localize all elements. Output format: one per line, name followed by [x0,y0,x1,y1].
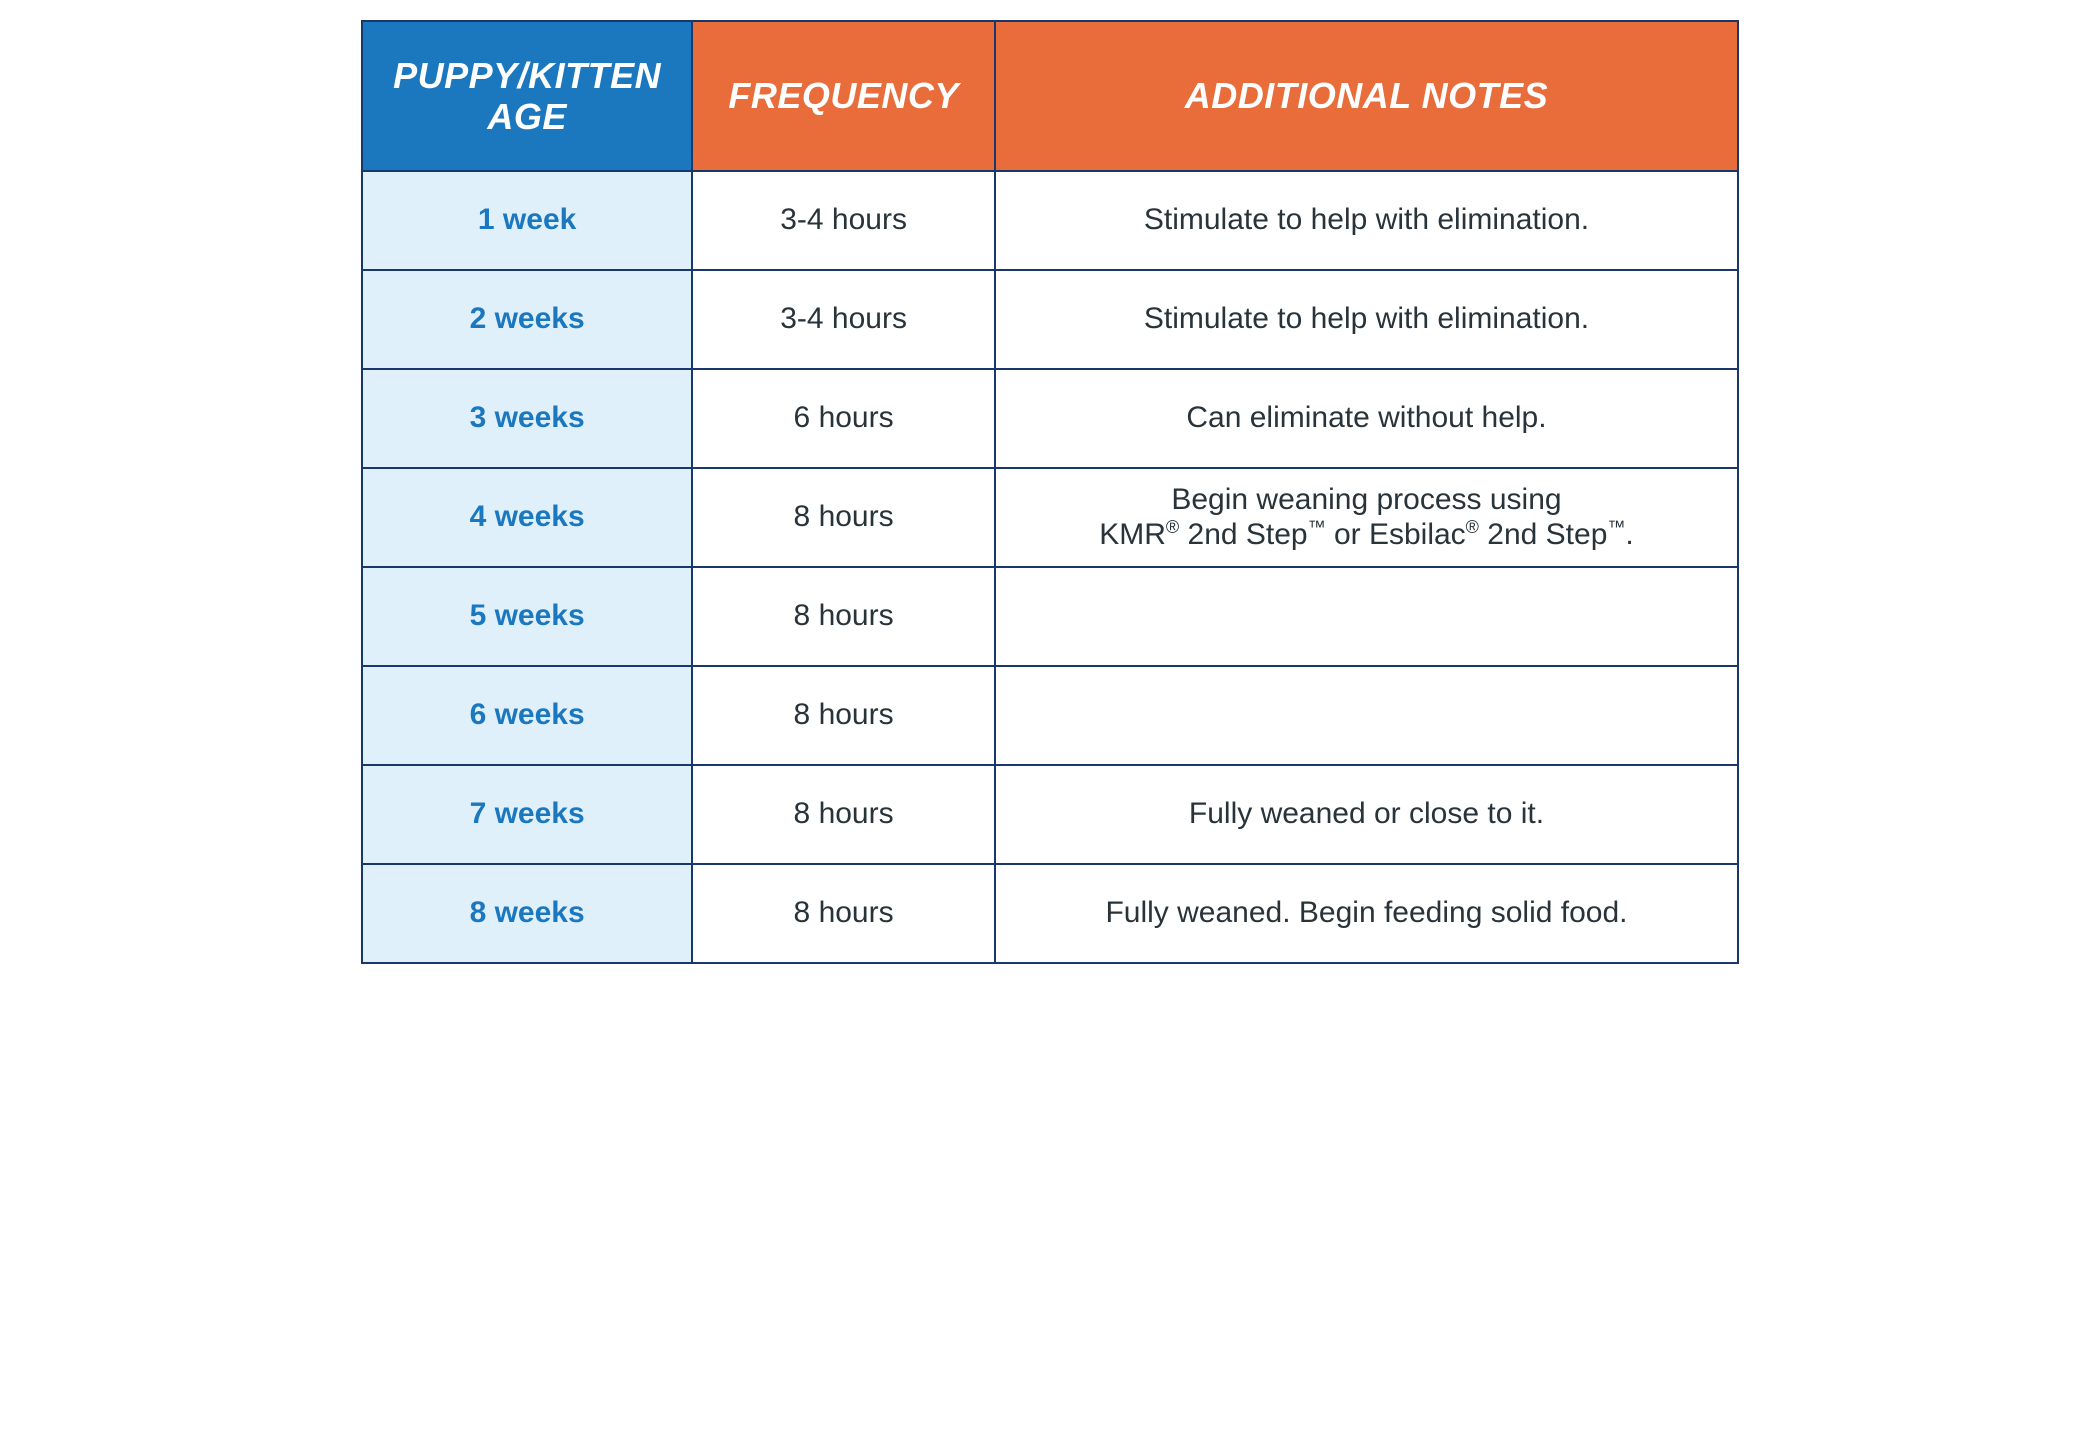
col-header-notes-label: ADDITIONAL NOTES [1185,75,1548,116]
cell-notes [995,666,1738,765]
table-row: 5 weeks 8 hours [362,567,1738,666]
cell-freq: 3-4 hours [692,270,995,369]
table-row: 2 weeks 3-4 hours Stimulate to help with… [362,270,1738,369]
cell-notes: Fully weaned. Begin feeding solid food. [995,864,1738,963]
col-header-notes: ADDITIONAL NOTES [995,21,1738,171]
cell-notes: Fully weaned or close to it. [995,765,1738,864]
table-row: 3 weeks 6 hours Can eliminate without he… [362,369,1738,468]
cell-age: 4 weeks [362,468,692,567]
cell-freq: 8 hours [692,864,995,963]
feeding-schedule-table: PUPPY/KITTENAGE FREQUENCY ADDITIONAL NOT… [361,20,1739,964]
cell-freq: 8 hours [692,567,995,666]
cell-age: 2 weeks [362,270,692,369]
table-header-row: PUPPY/KITTENAGE FREQUENCY ADDITIONAL NOT… [362,21,1738,171]
col-header-age: PUPPY/KITTENAGE [362,21,692,171]
col-header-freq-label: FREQUENCY [728,75,959,116]
cell-age: 5 weeks [362,567,692,666]
table-head: PUPPY/KITTENAGE FREQUENCY ADDITIONAL NOT… [362,21,1738,171]
table: PUPPY/KITTENAGE FREQUENCY ADDITIONAL NOT… [361,20,1739,964]
table-body: 1 week 3-4 hours Stimulate to help with … [362,171,1738,963]
table-row: 7 weeks 8 hours Fully weaned or close to… [362,765,1738,864]
cell-freq: 8 hours [692,468,995,567]
cell-notes: Begin weaning process usingKMR® 2nd Step… [995,468,1738,567]
cell-age: 3 weeks [362,369,692,468]
table-row: 1 week 3-4 hours Stimulate to help with … [362,171,1738,270]
cell-notes: Stimulate to help with elimination. [995,171,1738,270]
cell-notes: Stimulate to help with elimination. [995,270,1738,369]
cell-notes [995,567,1738,666]
cell-age: 8 weeks [362,864,692,963]
col-header-age-label: PUPPY/KITTENAGE [393,55,661,137]
cell-freq: 8 hours [692,765,995,864]
cell-age: 1 week [362,171,692,270]
cell-freq: 6 hours [692,369,995,468]
table-row: 8 weeks 8 hours Fully weaned. Begin feed… [362,864,1738,963]
cell-freq: 8 hours [692,666,995,765]
table-row: 4 weeks 8 hours Begin weaning process us… [362,468,1738,567]
cell-age: 6 weeks [362,666,692,765]
col-header-freq: FREQUENCY [692,21,995,171]
cell-age: 7 weeks [362,765,692,864]
cell-freq: 3-4 hours [692,171,995,270]
table-row: 6 weeks 8 hours [362,666,1738,765]
cell-notes: Can eliminate without help. [995,369,1738,468]
